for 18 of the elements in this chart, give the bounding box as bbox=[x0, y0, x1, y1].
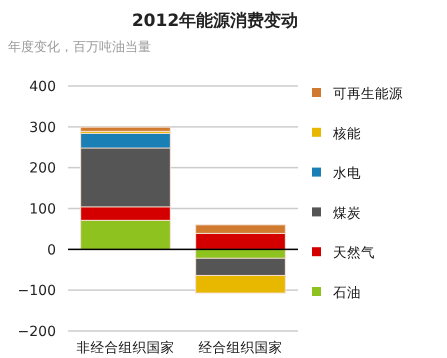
legend-label: 可再生能源 bbox=[333, 86, 403, 102]
y-tick-label: −200 bbox=[18, 324, 56, 340]
y-tick-label: −100 bbox=[18, 283, 56, 300]
y-tick-label: 100 bbox=[29, 202, 56, 218]
y-tick-label: 300 bbox=[29, 120, 56, 136]
legend-label: 水电 bbox=[333, 166, 361, 182]
x-tick-label: 非经合组织国家 bbox=[76, 340, 174, 356]
bar bbox=[80, 126, 171, 132]
legend-label: 核能 bbox=[332, 126, 361, 142]
y-tick-label: 0 bbox=[47, 242, 56, 258]
y-tick-label: 400 bbox=[29, 79, 56, 95]
legend-label: 天然气 bbox=[333, 245, 375, 262]
x-tick-label: 经合组织国家 bbox=[198, 340, 282, 356]
legend-label: 石油 bbox=[333, 285, 361, 301]
chart-title: 2012年能源消费变动 bbox=[132, 11, 298, 31]
y-tick-label: 200 bbox=[29, 160, 56, 177]
legend-label: 煤炭 bbox=[333, 205, 361, 222]
chart-subtitle: 年度变化，百万吨油当量 bbox=[8, 39, 151, 55]
